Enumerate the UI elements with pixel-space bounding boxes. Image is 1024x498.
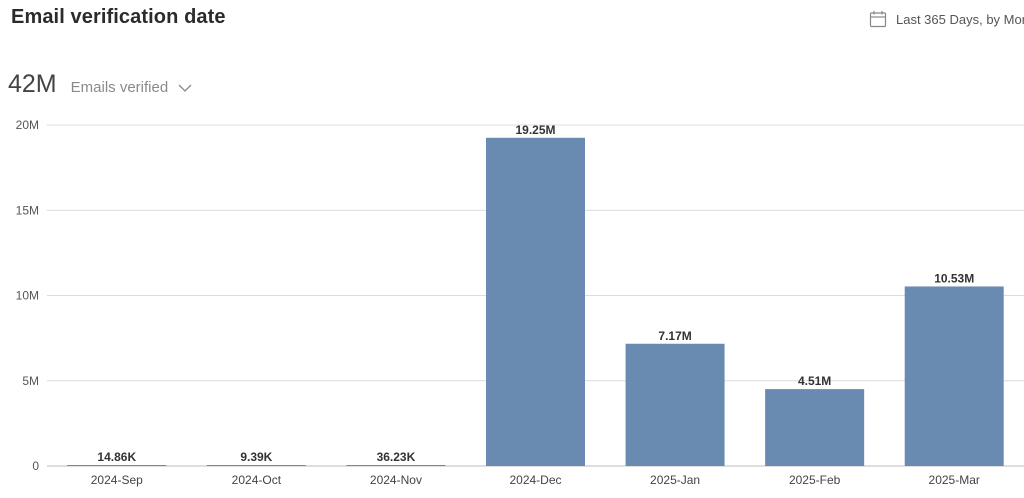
bar bbox=[486, 137, 585, 466]
date-range-picker[interactable]: Last 365 Days, by Month bbox=[869, 8, 1024, 30]
data-label: 9.39K bbox=[240, 450, 272, 464]
bar bbox=[765, 389, 865, 466]
chevron-down-icon bbox=[178, 84, 192, 92]
x-tick-label: 2024-Oct bbox=[232, 473, 282, 487]
bar bbox=[904, 286, 1004, 466]
y-tick-label: 15M bbox=[16, 203, 39, 217]
data-label: 7.17M bbox=[658, 329, 691, 343]
y-tick-label: 5M bbox=[22, 374, 39, 388]
data-label: 10.53M bbox=[934, 271, 974, 285]
calendar-icon bbox=[869, 11, 887, 28]
bar bbox=[67, 465, 167, 466]
data-label: 4.51M bbox=[798, 374, 831, 388]
data-label: 19.25M bbox=[515, 123, 555, 137]
x-tick-label: 2025-Jan bbox=[650, 473, 700, 487]
chart-title: Email verification date bbox=[11, 6, 226, 28]
data-label: 14.86K bbox=[97, 450, 136, 464]
metric-selector-label: Emails verified bbox=[70, 79, 169, 96]
metric-total: 42M bbox=[8, 70, 57, 98]
metric-row: 42M Emails verified bbox=[8, 70, 192, 99]
x-tick-label: 2024-Dec bbox=[509, 473, 561, 487]
date-range-label: Last 365 Days, by Month bbox=[896, 11, 1024, 27]
y-tick-label: 20M bbox=[16, 118, 39, 132]
x-tick-label: 2024-Nov bbox=[370, 473, 422, 487]
x-tick-label: 2025-Mar bbox=[929, 473, 980, 487]
x-tick-label: 2025-Feb bbox=[789, 473, 841, 487]
bar bbox=[206, 465, 306, 466]
bar bbox=[346, 465, 446, 466]
metric-selector[interactable]: Emails verified bbox=[71, 79, 193, 96]
x-tick-label: 2024-Sep bbox=[91, 473, 143, 487]
y-tick-label: 10M bbox=[16, 289, 39, 303]
bar bbox=[625, 343, 725, 466]
y-tick-label: 0 bbox=[32, 459, 39, 473]
data-label: 36.23K bbox=[377, 450, 416, 464]
